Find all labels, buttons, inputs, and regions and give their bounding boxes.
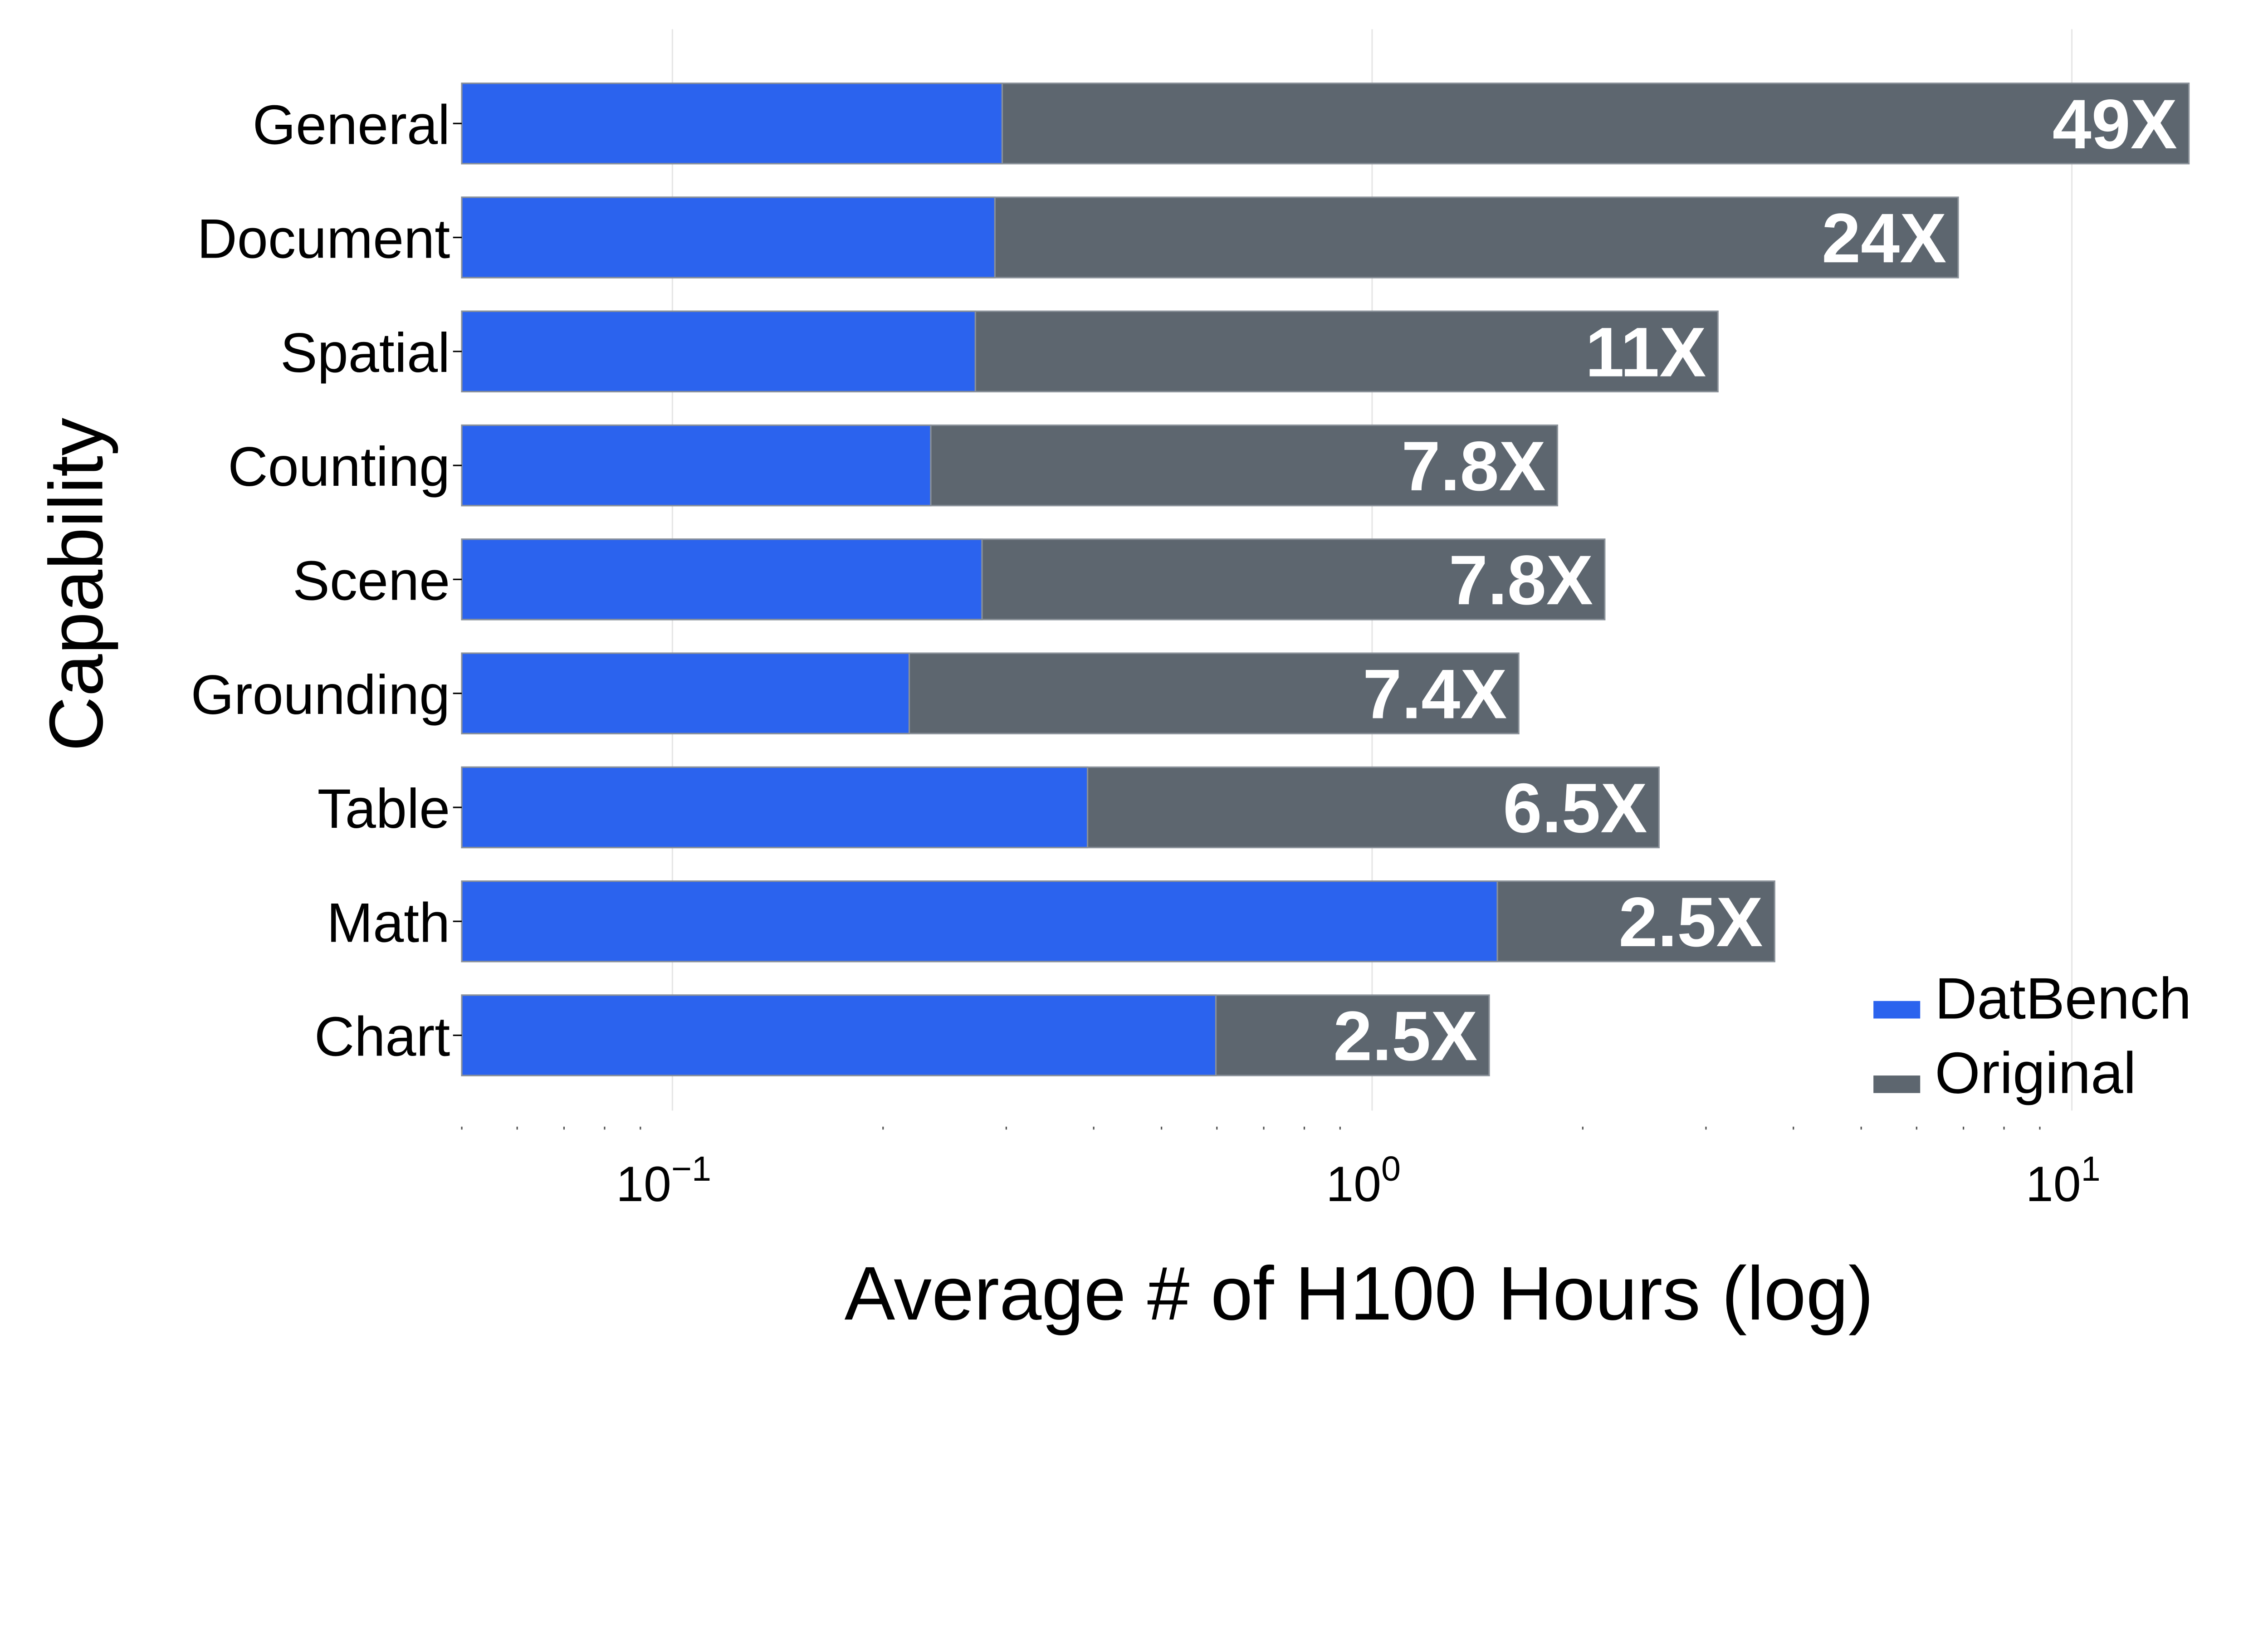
data-label: 2.5X [1618, 883, 1763, 961]
legend-swatch-datbench [1873, 1001, 1921, 1019]
data-label: 11X [1585, 313, 1706, 391]
y-tick-label: General [253, 93, 450, 156]
bars: 49X 24X 11X 7.8X 7.8X 7.4X 6.5X 2.5X 2.5X [461, 83, 2190, 1076]
y-tick-label: Chart [314, 1006, 450, 1068]
y-tick-label: Scene [293, 549, 450, 611]
y-tick-label: Document [197, 208, 450, 270]
x-tick-label: 100 [1326, 1149, 1401, 1212]
x-axis-label: Average # of H100 Hours (log) [845, 1251, 1874, 1336]
x-tick-label: 101 [2026, 1149, 2101, 1212]
y-axis-label: Capability [34, 418, 119, 752]
data-label: 7.8X [1449, 541, 1593, 619]
y-tick-label: Table [318, 777, 450, 840]
bar-datbench [461, 538, 983, 621]
legend: DatBench Original [1873, 966, 2191, 1106]
bar-datbench [461, 652, 910, 734]
x-tick-label: 10−1 [616, 1149, 711, 1212]
data-label: 49X [2053, 85, 2177, 163]
data-label: 6.5X [1503, 769, 1647, 847]
data-label: 7.4X [1363, 655, 1507, 733]
bar-datbench [461, 994, 1217, 1076]
bar-datbench [461, 880, 1498, 963]
y-tick-label: Grounding [191, 664, 450, 726]
bar-datbench [461, 310, 976, 393]
y-tick-label: Spatial [280, 322, 450, 384]
x-axis: 10−1 100 101 [461, 1126, 2101, 1212]
data-label: 24X [1822, 199, 1946, 277]
y-axis: General Document Spatial Counting Scene Groun… [191, 93, 462, 1068]
y-tick-label: Counting [228, 435, 450, 498]
data-label: 7.8X [1402, 427, 1546, 505]
legend-swatch-original [1873, 1075, 1921, 1093]
bar-datbench [461, 424, 932, 507]
legend-label-datbench: DatBench [1935, 966, 2191, 1031]
data-label: 2.5X [1333, 997, 1477, 1075]
bar-datbench [461, 83, 1003, 165]
bar-datbench [461, 196, 996, 279]
bar-datbench [461, 766, 1089, 849]
legend-label-original: Original [1935, 1041, 2136, 1106]
y-tick-label: Math [327, 891, 450, 953]
